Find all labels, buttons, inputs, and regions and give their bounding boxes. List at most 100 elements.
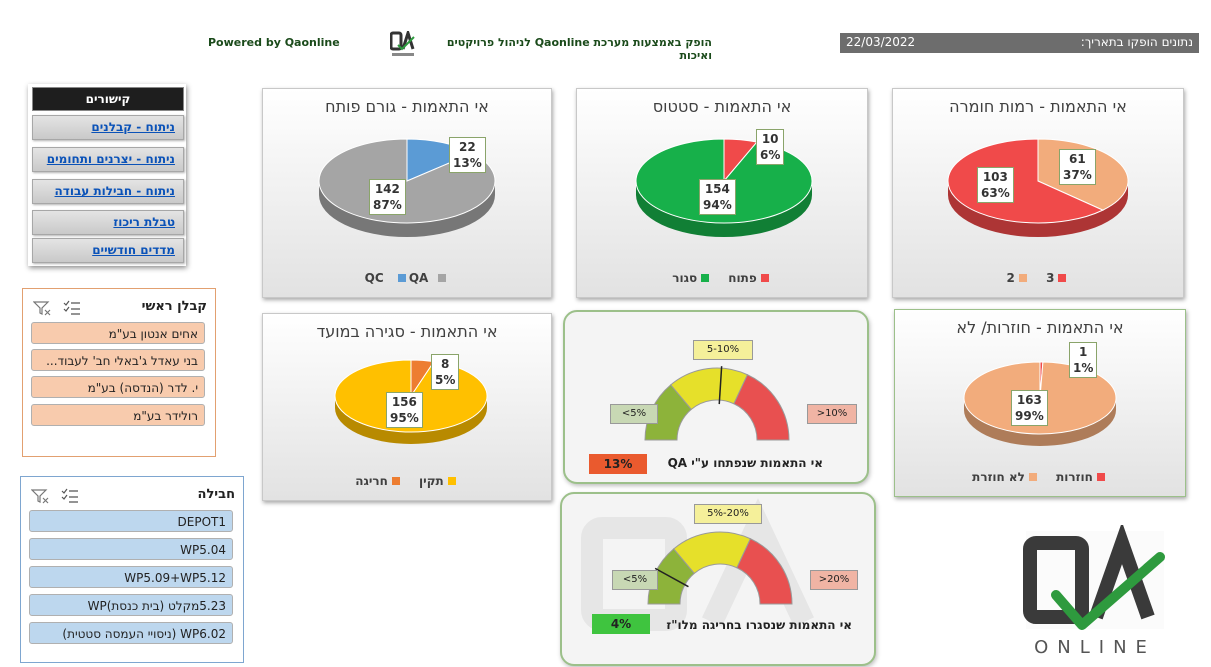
chart-legend: 3 2	[893, 271, 1183, 285]
pie-side-wall	[636, 181, 812, 237]
data-label-percent: 5%	[435, 373, 456, 387]
gauge-high-tag: >10%	[807, 404, 857, 424]
report-date-value: 22/03/2022	[846, 35, 916, 49]
package-slicer-item[interactable]: WP6.02 (ניסויי העמסה סטטית)	[29, 622, 233, 644]
gauge-value: 13%	[589, 454, 647, 474]
data-label-percent: 13%	[453, 156, 482, 170]
gauge-band-high	[736, 538, 793, 605]
link-label: ניתוח - קבלנים	[91, 120, 175, 134]
gauge-card-qa-opened: 5-10% <5% >10% 13% אי התאמות שנפתחו ע"י …	[563, 310, 869, 484]
data-label-value: 103	[982, 170, 1008, 184]
qa-logo-small-icon	[389, 27, 416, 59]
legend-label: 3	[1046, 271, 1055, 285]
pie-chart-opened-by	[318, 138, 496, 237]
link-manufacturers-analysis[interactable]: ניתוח - יצרנים ותחומים	[32, 147, 184, 172]
gauge-label: אי התאמות שנפתחו ע"י QA	[667, 456, 823, 470]
gauge-needle	[654, 567, 689, 588]
links-panel: קישורים ניתוח - קבלנים ניתוח - יצרנים ות…	[28, 84, 186, 266]
data-label-percent: 1%	[1073, 361, 1094, 375]
data-label-value: 142	[374, 182, 400, 196]
link-label: ניתוח - יצרנים ותחומים	[46, 152, 175, 166]
legend-label: QC	[364, 271, 384, 285]
chart-title: אי התאמות - סגירה במועד	[316, 322, 498, 341]
legend-swatch	[1018, 274, 1027, 282]
data-label-returned: 1 1%	[1069, 342, 1098, 378]
package-slicer: חבילה DEPOT1 WP5.04 WP5.09+WP5.12 5.23מק…	[20, 476, 244, 663]
legend-label: QA	[408, 271, 429, 285]
link-summary-table[interactable]: טבלת ריכוז	[32, 210, 184, 235]
chart-card-severity: אי התאמות - רמות חומרה 61 37% 103 63% 3 …	[892, 88, 1184, 298]
data-label-level3: 103 63%	[977, 167, 1014, 203]
package-slicer-item[interactable]: WP5.09+WP5.12	[29, 566, 233, 588]
gauge-qa-opened	[644, 366, 790, 441]
gauge-mid-tag: 5-10%	[693, 340, 753, 360]
gauge-band-high	[733, 374, 790, 441]
multi-select-icon[interactable]	[63, 300, 81, 316]
qa-online-logo: ONLINE	[1020, 521, 1170, 660]
chart-card-status: אי התאמות - סטטוס 10 6% 154 94% פתוח סגו…	[576, 88, 868, 298]
data-label-percent: 6%	[760, 148, 781, 162]
chart-title: אי התאמות - חוזרות/ לא	[956, 318, 1124, 337]
legend-swatch	[701, 274, 710, 282]
package-slicer-item[interactable]: DEPOT1	[29, 510, 233, 532]
legend-swatch	[1096, 473, 1105, 481]
legend-swatch	[391, 477, 400, 485]
contractor-slicer-title: קבלן ראשי	[141, 299, 207, 314]
data-label-percent: 94%	[703, 198, 732, 212]
logo-text: ONLINE	[1034, 637, 1156, 658]
package-slicer-item[interactable]: WP5.04	[29, 538, 233, 560]
contractor-slicer-item[interactable]: רולידר בע"מ	[31, 404, 205, 426]
pie-side-wall	[319, 181, 495, 237]
gauge-card-late-closing: 5%-20% <5% >20% 4% אי התאמות שנסגרו בחרי…	[560, 492, 876, 666]
gauge-mid-tag: 5%-20%	[694, 504, 762, 524]
gauge-low-tag: <5%	[610, 404, 658, 424]
data-label-qc: 142 87%	[369, 179, 406, 215]
package-slicer-item[interactable]: 5.23מקלט (בית כנסת)WP	[29, 594, 233, 616]
report-date-label: נתונים הופקו בתאריך:	[1080, 35, 1193, 49]
legend-label: חריגה	[355, 474, 388, 488]
data-label-percent: 99%	[1015, 409, 1044, 423]
chart-title: אי התאמות - רמות חומרה	[949, 97, 1127, 116]
legend-swatch	[760, 274, 769, 282]
qa-online-logo-icon	[1023, 521, 1165, 630]
contractor-slicer-item[interactable]: י. לדר (הנדסה) בע"מ	[31, 376, 205, 398]
produced-by-text: הופק באמצעות מערכת Qaonline לניהול פרויק…	[446, 36, 712, 62]
gauge-needle	[718, 366, 723, 405]
chart-card-opened-by: אי התאמות - גורם פותח 22 13% 142 87% QC …	[262, 88, 552, 298]
data-label-open: 10 6%	[756, 129, 785, 165]
chart-legend: QC QA	[263, 271, 551, 285]
legend-swatch	[438, 274, 447, 282]
data-label-value: 22	[459, 140, 476, 154]
link-label: טבלת ריכוז	[113, 215, 175, 229]
clear-filter-icon[interactable]	[33, 300, 51, 316]
data-label-value: 61	[1069, 152, 1086, 166]
legend-label: חוזרות	[1056, 470, 1093, 484]
legend-swatch	[1058, 274, 1067, 282]
contractor-slicer-item[interactable]: בני עאדל ג'באלי חב' לעבוד...	[31, 349, 205, 371]
contractor-slicer-item[interactable]: אחים אנטון בע"מ	[31, 322, 205, 344]
legend-label: פתוח	[728, 271, 757, 285]
multi-select-icon[interactable]	[61, 488, 79, 504]
legend-label: תקין	[419, 474, 444, 488]
chart-legend: תקין חריגה	[263, 474, 551, 488]
data-label-closed: 154 94%	[699, 179, 736, 215]
clear-filter-icon[interactable]	[31, 488, 49, 504]
data-label-value: 8	[441, 357, 450, 371]
data-label-value: 156	[391, 395, 417, 409]
pie-chart-severity	[947, 138, 1129, 237]
link-monthly-metrics[interactable]: מדדים חודשיים	[32, 238, 184, 263]
chart-title: אי התאמות - גורם פותח	[325, 97, 489, 116]
data-label-value: 163	[1016, 393, 1042, 407]
data-label-late: 8 5%	[431, 354, 460, 390]
data-label-value: 10	[761, 132, 779, 146]
package-slicer-title: חבילה	[197, 487, 235, 502]
link-work-packages-analysis[interactable]: ניתוח - חבילות עבודה	[32, 179, 184, 204]
link-label: מדדים חודשיים	[92, 243, 175, 257]
legend-swatch	[397, 274, 406, 282]
gauge-high-tag: >20%	[810, 570, 858, 590]
link-contractors-analysis[interactable]: ניתוח - קבלנים	[32, 115, 184, 140]
pie-slice-QC	[318, 138, 496, 224]
legend-swatch	[1028, 473, 1037, 481]
chart-card-recurring: אי התאמות - חוזרות/ לא 1 1% 163 99% חוזר…	[894, 309, 1186, 497]
legend-label: 2	[1006, 271, 1015, 285]
